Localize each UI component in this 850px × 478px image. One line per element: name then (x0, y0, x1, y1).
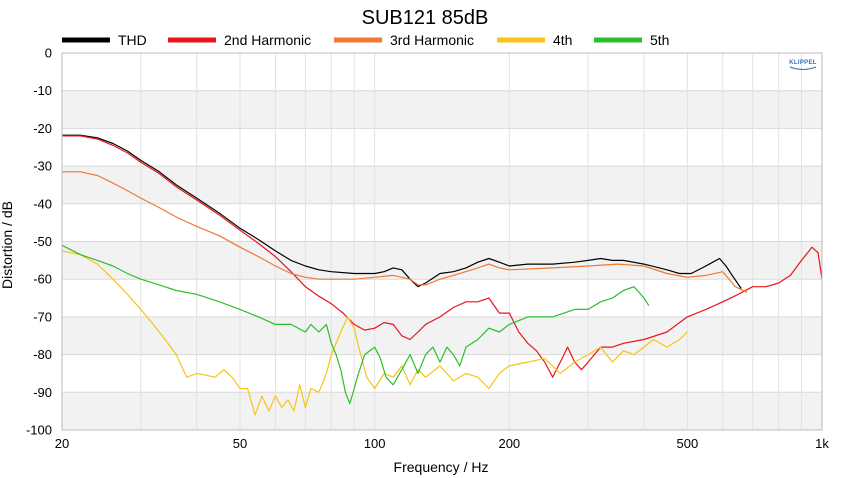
y-tick-label: -40 (33, 196, 52, 211)
grid-band (62, 316, 822, 355)
series-line-2nd-harmonic (62, 135, 823, 378)
x-tick-label: 200 (498, 436, 520, 451)
legend-label: 3rd Harmonic (390, 32, 474, 48)
x-tick-label: 1k (815, 436, 829, 451)
plot-background (62, 90, 822, 430)
plot-frame (61, 52, 823, 431)
y-tick-label: -60 (33, 272, 52, 287)
series-line-3rd-harmonic (62, 171, 748, 293)
x-tick-label: 50 (233, 436, 247, 451)
y-tick-label: -20 (33, 121, 52, 136)
series-layer (61, 134, 823, 416)
y-tick-label: -10 (33, 83, 52, 98)
y-tick-label: -70 (33, 309, 52, 324)
series-line-4th (61, 250, 688, 416)
klippel-logo-swoosh (789, 66, 817, 70)
legend-label: 4th (553, 32, 572, 48)
legend: THD 2nd Harmonic 3rd Harmonic 4th 5th (62, 32, 669, 48)
grid-band (62, 392, 822, 430)
x-tick-label: 500 (676, 436, 698, 451)
legend-label: 5th (650, 32, 669, 48)
y-tick-label: -100 (26, 423, 52, 438)
legend-item: 4th (497, 32, 572, 48)
klippel-logo-text: KLIPPEL (789, 60, 816, 66)
legend-item: 3rd Harmonic (334, 32, 474, 48)
y-axis-label: Distortion / dB (0, 201, 15, 289)
y-tick-label: -30 (33, 159, 52, 174)
y-tick-label: -50 (33, 234, 52, 249)
legend-label: THD (118, 32, 147, 48)
legend-item: 2nd Harmonic (168, 32, 311, 48)
y-tick-label: 0 (45, 46, 52, 61)
x-tick-label: 20 (55, 436, 69, 451)
legend-label: 2nd Harmonic (224, 32, 311, 48)
x-tick-label: 100 (364, 436, 386, 451)
y-axis-ticks: 0 -10 -20 -30 -40 -50 -60 -70 -80 -90 -100 (26, 46, 52, 438)
y-tick-label: -90 (33, 385, 52, 400)
chart-title: SUB121 85dB (362, 7, 489, 29)
legend-item: THD (62, 32, 147, 48)
series-line-5th (61, 244, 650, 405)
grid-band (62, 90, 822, 129)
x-axis-ticks: 20 50 100 200 500 1k (55, 436, 830, 451)
klippel-logo: KLIPPEL (789, 60, 816, 70)
y-tick-label: -80 (33, 347, 52, 362)
x-axis-label: Frequency / Hz (394, 459, 489, 475)
legend-item: 5th (594, 32, 669, 48)
grid-band (62, 166, 822, 204)
series-line-thd (62, 134, 742, 289)
